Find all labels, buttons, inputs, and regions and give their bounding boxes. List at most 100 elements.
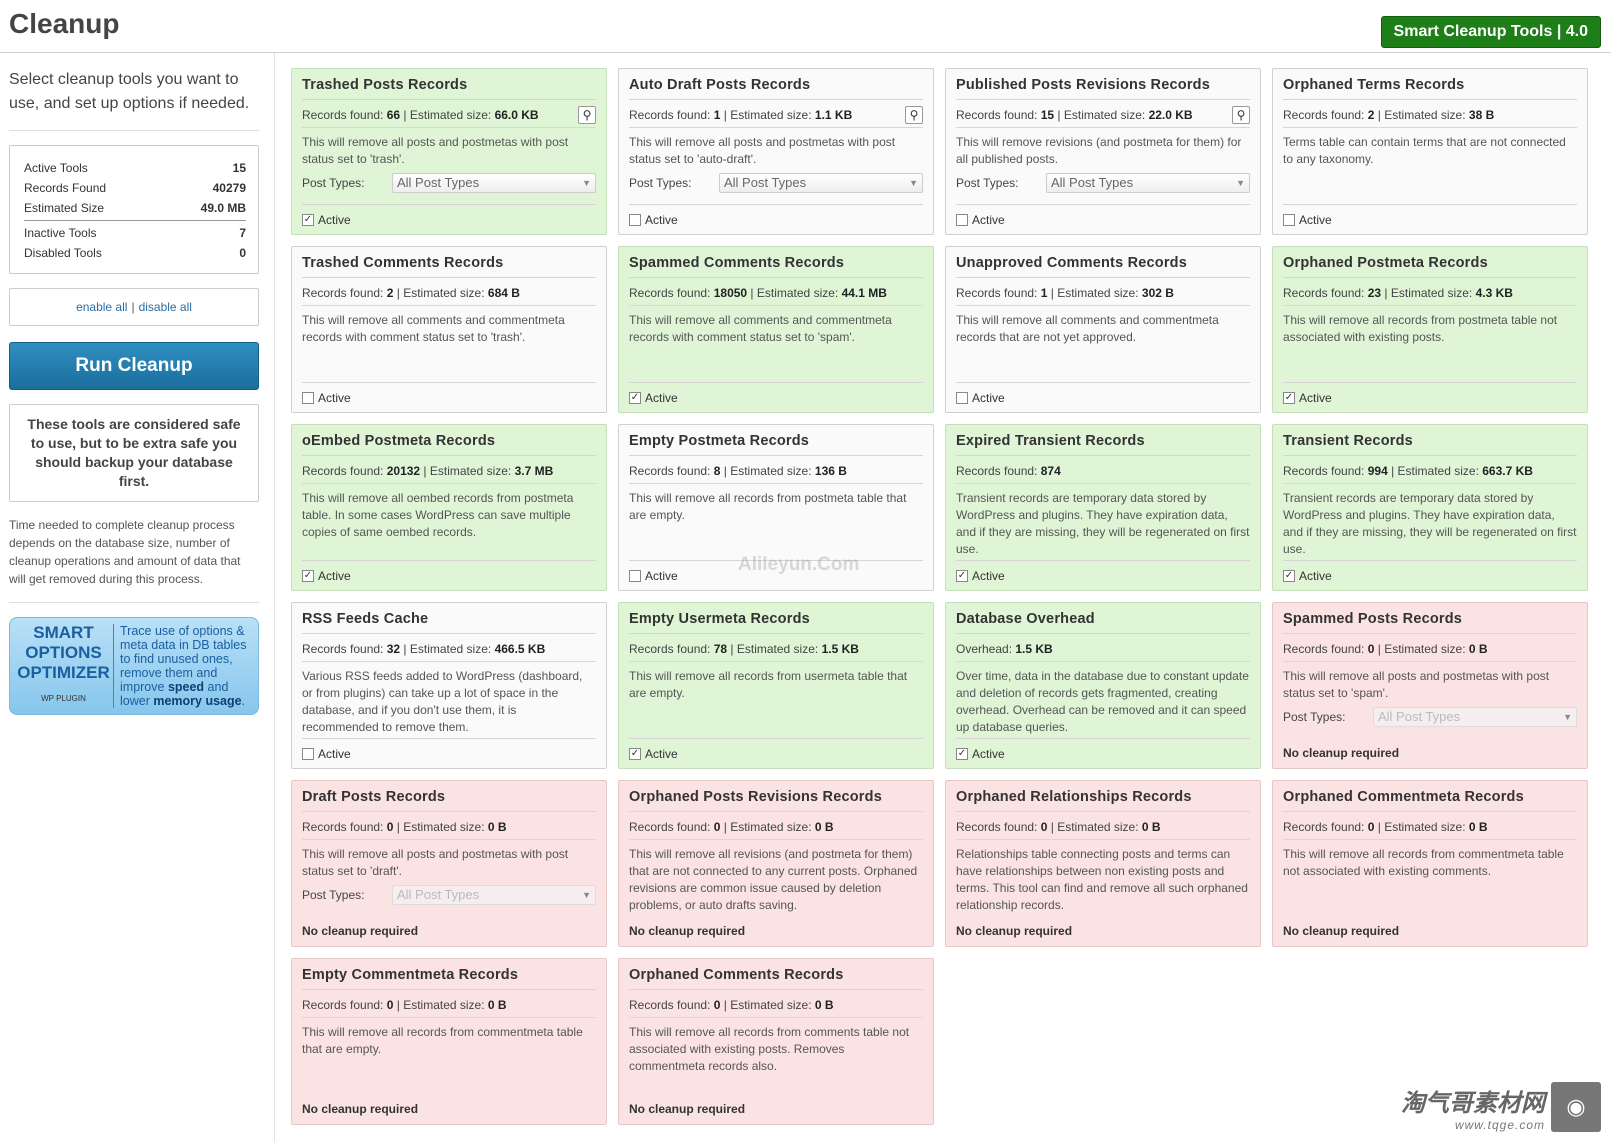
records-count: 0 <box>1367 820 1375 834</box>
stats-panel: Active Tools 15 Records Found 40279 Esti… <box>9 145 259 274</box>
stat-label: Active Tools <box>24 161 88 175</box>
search-icon[interactable]: ⚲ <box>578 106 596 124</box>
stat-label: Inactive Tools <box>24 226 97 240</box>
chevron-down-icon: ▼ <box>582 890 591 900</box>
active-checkbox[interactable]: ✓ <box>956 747 968 760</box>
size-value: 136 B <box>814 464 847 478</box>
post-types-label: Post Types: <box>1283 710 1346 724</box>
watermark-logo: 淘气哥素材网 www.tqge.com ◉ <box>1401 1082 1601 1132</box>
active-checkbox[interactable]: ✓ <box>302 213 314 226</box>
active-checkbox[interactable] <box>1283 213 1295 226</box>
active-checkbox[interactable]: ✓ <box>1283 569 1295 582</box>
disable-all-link[interactable]: disable all <box>138 300 192 314</box>
size-value: 466.5 KB <box>494 642 546 656</box>
active-toggle[interactable]: ✓ Active <box>629 738 923 768</box>
active-toggle[interactable]: Active <box>956 382 1250 412</box>
stat-label: Records Found <box>24 181 107 195</box>
size-value: 0 B <box>1468 642 1488 656</box>
post-types-select[interactable]: All Post Types ▼ <box>392 173 596 193</box>
records-count: 1.5 KB <box>1015 642 1053 656</box>
active-checkbox[interactable]: ✓ <box>629 747 641 760</box>
enable-all-link[interactable]: enable all <box>76 300 128 314</box>
tool-records: Records found: 2 | Estimated size: 38 B <box>1283 106 1577 128</box>
records-label: Records found: <box>956 286 1041 300</box>
tool-records: Records found: 0 | Estimated size: 0 B <box>1283 818 1577 840</box>
tool-card: Expired Transient Records Records found: … <box>945 424 1261 591</box>
records-label: Overhead: <box>956 642 1016 656</box>
active-checkbox[interactable] <box>956 391 968 404</box>
size-label: | Estimated size: <box>400 108 495 122</box>
stat-estimated-size: Estimated Size 49.0 MB <box>24 198 246 218</box>
active-toggle[interactable]: Active <box>302 738 596 768</box>
active-checkbox[interactable] <box>302 391 314 404</box>
promo-text: Trace use of options & meta data in DB t… <box>120 624 247 708</box>
tool-card: Draft Posts Records Records found: 0 | Es… <box>291 780 607 947</box>
tool-card: Spammed Posts Records Records found: 0 | … <box>1272 602 1588 769</box>
active-toggle[interactable]: ✓ Active <box>302 560 596 590</box>
stat-value: 40279 <box>212 181 246 195</box>
active-toggle[interactable]: ✓ Active <box>1283 382 1577 412</box>
tool-card: Spammed Comments Records Records found: 1… <box>618 246 934 413</box>
stat-divider <box>24 220 246 221</box>
promo-logo: SMART OPTIONS OPTIMIZER WP PLUGIN <box>14 623 114 708</box>
active-toggle[interactable]: Active <box>956 204 1250 234</box>
stat-label: Disabled Tools <box>24 246 102 260</box>
active-toggle[interactable]: Active <box>629 560 923 590</box>
records-label: Records found: <box>956 820 1041 834</box>
promo-logo-line: OPTIONS <box>25 643 102 662</box>
active-toggle[interactable]: Active <box>1283 204 1577 234</box>
run-cleanup-button[interactable]: Run Cleanup <box>9 342 259 390</box>
records-count: 874 <box>1040 464 1061 478</box>
active-toggle[interactable]: ✓ Active <box>1283 560 1577 590</box>
tool-records: Records found: 0 | Estimated size: 0 B <box>956 818 1250 840</box>
tool-description: This will remove all records from userme… <box>629 669 908 700</box>
post-types-label: Post Types: <box>302 888 365 902</box>
records-label: Records found: <box>302 286 387 300</box>
active-label: Active <box>645 746 678 761</box>
post-types-select[interactable]: All Post Types ▼ <box>719 173 923 193</box>
active-toggle[interactable]: ✓ Active <box>956 738 1250 768</box>
size-value: 0 B <box>1468 820 1488 834</box>
no-cleanup-status: No cleanup required <box>302 924 419 938</box>
active-toggle[interactable]: ✓ Active <box>956 560 1250 590</box>
tool-card: Published Posts Revisions Records Records… <box>945 68 1261 235</box>
size-value: 302 B <box>1141 286 1174 300</box>
size-value: 0 B <box>814 820 834 834</box>
tool-card: Database Overhead Overhead: 1.5 KB Over ti… <box>945 602 1261 769</box>
size-value: 684 B <box>487 286 520 300</box>
records-label: Records found: <box>629 464 714 478</box>
post-types-select[interactable]: All Post Types ▼ <box>1046 173 1250 193</box>
active-toggle[interactable]: ✓ Active <box>629 382 923 412</box>
active-checkbox[interactable]: ✓ <box>1283 391 1295 404</box>
search-icon[interactable]: ⚲ <box>905 106 923 124</box>
active-checkbox[interactable]: ✓ <box>629 391 641 404</box>
size-label: | Estimated size: <box>720 998 815 1012</box>
tool-title: Trashed Comments Records <box>302 255 596 278</box>
post-types-row: Post Types: All Post Types ▼ <box>1283 707 1577 727</box>
active-toggle[interactable]: ✓ Active <box>302 204 596 234</box>
active-toggle[interactable]: Active <box>302 382 596 412</box>
active-checkbox[interactable] <box>629 569 641 582</box>
promo-banner[interactable]: SMART OPTIONS OPTIMIZER WP PLUGIN Trace … <box>9 617 259 715</box>
tool-title: Empty Commentmeta Records <box>302 967 596 990</box>
active-checkbox[interactable] <box>302 747 314 760</box>
tool-title: Draft Posts Records <box>302 789 596 812</box>
post-types-row: Post Types: All Post Types ▼ <box>629 173 923 193</box>
tool-card: Auto Draft Posts Records Records found: 1… <box>618 68 934 235</box>
search-icon[interactable]: ⚲ <box>1232 106 1250 124</box>
size-value: 38 B <box>1468 108 1495 122</box>
active-checkbox[interactable] <box>629 213 641 226</box>
tool-card: oEmbed Postmeta Records Records found: 20… <box>291 424 607 591</box>
active-checkbox[interactable]: ✓ <box>956 569 968 582</box>
active-checkbox[interactable]: ✓ <box>302 569 314 582</box>
tool-title: Unapproved Comments Records <box>956 255 1250 278</box>
tool-card: Orphaned Postmeta Records Records found: … <box>1272 246 1588 413</box>
tool-description: This will remove all records from commen… <box>302 1025 583 1056</box>
records-count: 23 <box>1367 286 1382 300</box>
tool-card: Empty Postmeta Records Records found: 8 |… <box>618 424 934 591</box>
records-count: 2 <box>1367 108 1375 122</box>
active-toggle[interactable]: Active <box>629 204 923 234</box>
records-count: 994 <box>1367 464 1388 478</box>
records-count: 0 <box>386 820 394 834</box>
active-checkbox[interactable] <box>956 213 968 226</box>
